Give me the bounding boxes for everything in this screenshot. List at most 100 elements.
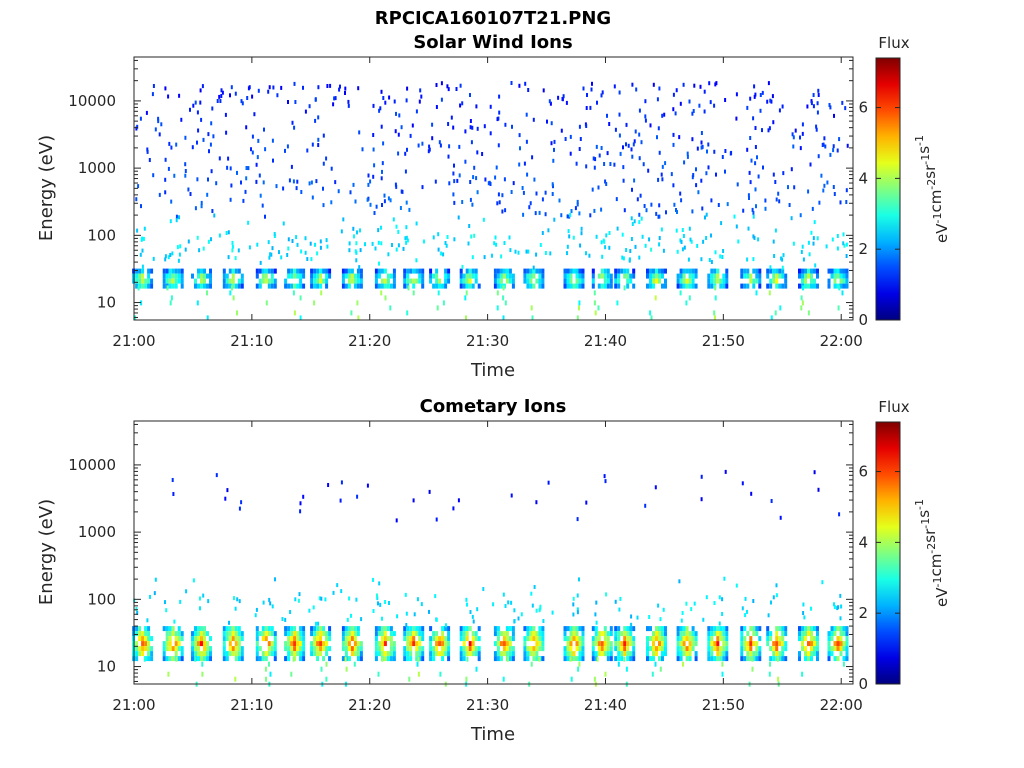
cometary-flux-cell <box>222 651 226 657</box>
cometary-flux-cell <box>350 613 352 618</box>
solar-wind-flux-cell <box>229 290 232 296</box>
cometary-flux-cell <box>679 626 683 632</box>
cometary-flux-cell <box>413 612 416 617</box>
cometary-flux-cell <box>649 646 652 652</box>
cometary-flux-cell <box>603 636 607 642</box>
cometary-flux-cell <box>340 589 343 594</box>
solar-wind-flux-cell <box>222 278 226 284</box>
solar-wind-flux-cell <box>725 268 729 274</box>
cometary-flux-cell <box>597 641 601 647</box>
cometary-flux-cell <box>153 591 156 596</box>
solar-wind-flux-cell <box>494 235 497 240</box>
cometary-flux-cell <box>563 656 567 662</box>
solar-wind-flux-cell <box>405 225 408 230</box>
cometary-flux-cell <box>403 636 407 642</box>
cometary-flux-cell <box>344 626 348 632</box>
solar-wind-flux-cell <box>499 278 503 284</box>
solar-wind-flux-cell <box>792 144 795 149</box>
solar-wind-flux-cell <box>508 273 512 279</box>
solar-wind-flux-cell <box>500 254 503 259</box>
solar-wind-flux-cell <box>465 268 469 274</box>
cometary-flux-cell <box>772 651 776 657</box>
solar-wind-flux-cell <box>184 169 187 173</box>
cometary-flux-cell <box>200 636 203 642</box>
cometary-flux-cell <box>200 656 203 662</box>
cometary-flux-cell <box>496 651 500 657</box>
cometary-flux-cell <box>632 651 636 657</box>
cometary-flux-cell <box>471 631 475 637</box>
cometary-flux-cell <box>578 636 582 642</box>
solar-wind-flux-cell <box>435 283 439 289</box>
cometary-flux-cell <box>493 656 497 662</box>
solar-wind-flux-cell <box>168 283 172 289</box>
solar-wind-flux-cell <box>772 278 776 284</box>
solar-wind-flux-cell <box>313 283 317 289</box>
solar-wind-flux-cell <box>605 182 608 186</box>
cometary-flux-cell <box>606 631 610 637</box>
solar-wind-flux-cell <box>623 273 627 279</box>
solar-wind-flux-cell <box>755 204 757 209</box>
solar-wind-flux-cell <box>292 179 295 184</box>
cometary-flux-cell <box>353 641 357 647</box>
solar-wind-flux-cell <box>609 283 613 289</box>
solar-wind-flux-cell <box>234 283 238 289</box>
solar-wind-flux-cell <box>784 273 788 279</box>
cometary-flux-cell <box>694 656 698 662</box>
solar-wind-flux-cell <box>655 268 658 274</box>
cometary-flux-cell <box>162 651 166 657</box>
solar-wind-flux-cell <box>170 145 173 150</box>
solar-wind-flux-cell <box>675 228 678 233</box>
cometary-flux-cell <box>594 656 598 662</box>
cometary-flux-cell <box>499 631 503 637</box>
solar-wind-flux-cell <box>716 278 720 284</box>
cometary-flux-cell <box>526 636 530 642</box>
cometary-flux-cell <box>740 641 744 647</box>
cometary-flux-cell <box>827 656 831 662</box>
solar-wind-flux-cell <box>695 183 698 188</box>
solar-wind-flux-cell <box>691 283 695 289</box>
cometary-flux-cell <box>477 656 481 662</box>
cometary-flux-cell <box>267 646 271 652</box>
cometary-flux-cell <box>312 605 315 610</box>
cometary-flux-cell <box>724 469 727 474</box>
solar-wind-flux-cell <box>316 273 320 279</box>
solar-wind-flux-cell <box>442 300 445 306</box>
solar-wind-flux-cell <box>722 273 726 279</box>
cometary-flux-cell <box>459 656 463 662</box>
cometary-flux-cell <box>270 646 274 652</box>
cometary-flux-cell <box>493 626 497 632</box>
cometary-x-tick-label: 21:00 <box>112 696 155 714</box>
cometary-flux-cell <box>496 646 500 652</box>
solar-wind-flux-cell <box>427 149 430 154</box>
cometary-flux-cell <box>716 631 720 637</box>
solar-wind-flux-cell <box>685 283 689 289</box>
cometary-flux-cell <box>682 651 686 657</box>
cometary-flux-cell <box>299 509 302 514</box>
solar-wind-flux-cell <box>137 184 140 189</box>
cometary-flux-cell <box>353 646 357 652</box>
cometary-flux-cell <box>171 656 175 662</box>
solar-wind-flux-cell <box>645 208 648 213</box>
solar-wind-flux-cell <box>475 176 478 181</box>
solar-wind-flux-cell <box>703 109 706 114</box>
solar-wind-flux-cell <box>755 290 758 296</box>
cometary-flux-cell <box>409 641 413 647</box>
solar-wind-flux-cell <box>801 300 804 306</box>
cometary-flux-cell <box>629 651 633 657</box>
solar-wind-flux-cell <box>790 167 793 172</box>
solar-wind-flux-cell <box>262 180 265 185</box>
cometary-flux-cell <box>523 646 527 652</box>
solar-wind-flux-cell <box>836 246 839 251</box>
solar-wind-flux-cell <box>200 204 203 209</box>
cometary-flux-cell <box>383 651 387 657</box>
solar-wind-flux-cell <box>591 283 595 289</box>
solar-wind-flux-cell <box>810 101 813 106</box>
solar-wind-flux-cell <box>395 247 398 252</box>
solar-wind-flux-cell <box>836 148 839 153</box>
solar-wind-flux-cell <box>505 268 509 274</box>
solar-wind-flux-cell <box>777 191 780 196</box>
solar-wind-flux-cell <box>812 241 815 246</box>
cometary-flux-cell <box>386 626 390 632</box>
solar-wind-flux-cell <box>446 84 449 89</box>
cometary-flux-cell <box>383 656 387 662</box>
